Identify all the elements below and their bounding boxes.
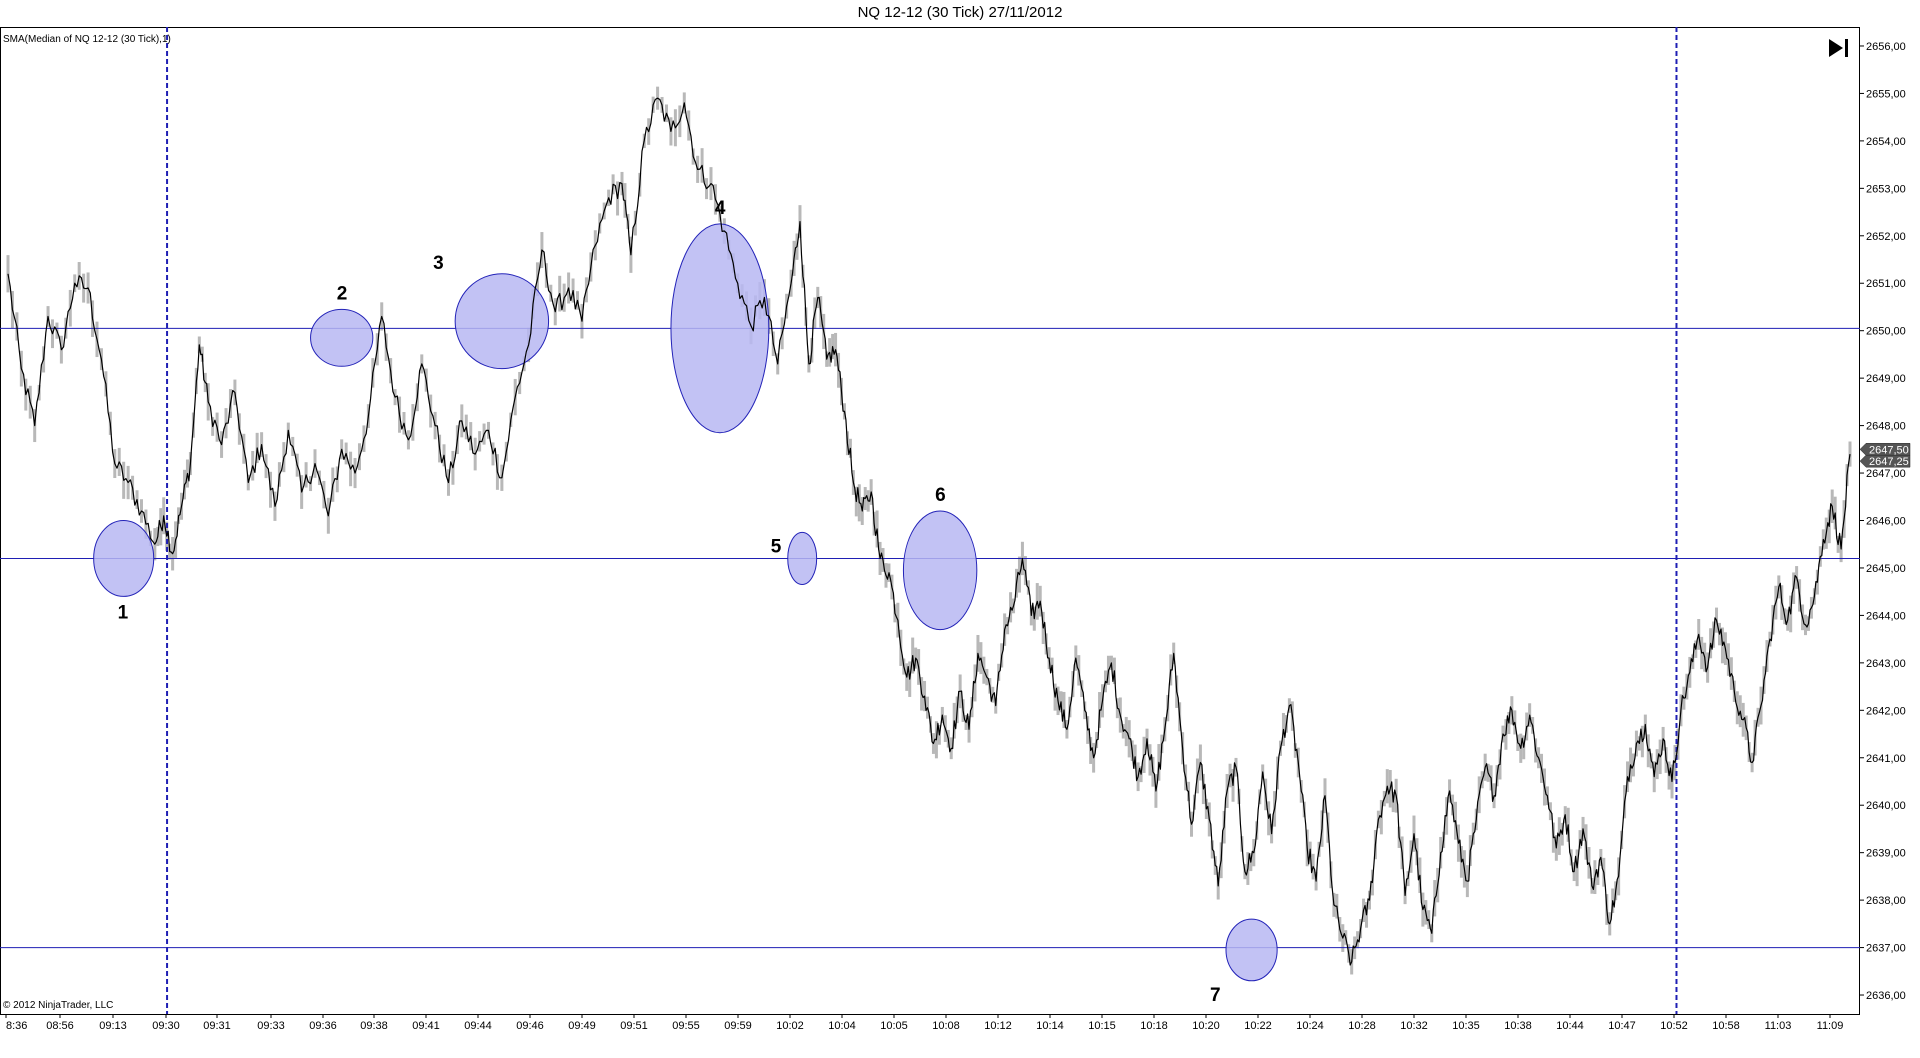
chart-title: NQ 12-12 (30 Tick) 27/11/2012 — [857, 4, 1063, 21]
y-tick-label: 2636,00 — [1866, 990, 1906, 1002]
x-tick-label: 10:14 — [1036, 1020, 1064, 1032]
y-tick-label: 2638,00 — [1866, 895, 1906, 907]
x-tick-label: 10:52 — [1660, 1020, 1688, 1032]
y-axis: 2636,00 2637,00 2638,00 2639,00 2640,00 2641,… — [1860, 41, 1906, 1002]
x-tick-label: 11:03 — [1765, 1020, 1792, 1032]
x-tick-label: 09:31 — [203, 1020, 231, 1032]
bar-shadow — [1848, 441, 1852, 467]
price-line-group — [7, 97, 1851, 966]
annotation-label-7: 7 — [1210, 985, 1221, 1006]
plot-frame — [0, 27, 1860, 1015]
annotation-label-1: 1 — [118, 602, 129, 623]
x-tick-label: 09:13 — [99, 1020, 127, 1032]
x-tick-label: 10:58 — [1712, 1020, 1740, 1032]
annotation-label-5: 5 — [771, 536, 782, 557]
x-tick-label: 09:30 — [152, 1020, 180, 1032]
y-tick-label: 2652,00 — [1866, 231, 1906, 243]
x-tick-label: 10:24 — [1296, 1020, 1324, 1032]
annotation-ellipse-7[interactable] — [1225, 918, 1278, 982]
annotation-ellipse-1[interactable] — [93, 520, 155, 597]
y-tick-label: 2647,00 — [1866, 468, 1906, 480]
x-axis: 8:36 08:56 09:13 09:30 09:31 09:33 09:36 09:38 0… — [5, 1014, 1844, 1032]
y-tick-label: 2643,00 — [1866, 658, 1906, 670]
y-tick-label: 2641,00 — [1866, 753, 1906, 765]
annotation-ellipse-6[interactable] — [902, 510, 978, 631]
x-tick-label: 09:46 — [516, 1020, 544, 1032]
x-tick-label: 8:36 — [6, 1020, 27, 1032]
x-tick-label: 09:44 — [464, 1020, 492, 1032]
x-tick-label: 10:28 — [1348, 1020, 1376, 1032]
x-tick-label: 09:33 — [257, 1020, 285, 1032]
x-tick-label: 10:20 — [1192, 1020, 1220, 1032]
x-tick-label: 10:47 — [1608, 1020, 1636, 1032]
annotation-label-2: 2 — [337, 283, 348, 304]
y-tick-label: 2642,00 — [1866, 705, 1906, 717]
x-tick-label: 09:55 — [672, 1020, 700, 1032]
x-tick-label: 10:38 — [1504, 1020, 1532, 1032]
price-marker — [1859, 443, 1911, 456]
bar-shadow — [6, 255, 10, 293]
y-tick-label: 2649,00 — [1866, 373, 1906, 385]
price-line — [7, 97, 1851, 966]
x-tick-label: 09:49 — [568, 1020, 596, 1032]
annotation-ellipse-2[interactable] — [310, 308, 374, 367]
y-tick-label: 2648,00 — [1866, 421, 1906, 433]
x-tick-label: 09:59 — [724, 1020, 752, 1032]
x-tick-label: 10:22 — [1244, 1020, 1272, 1032]
indicator-label: SMA(Median of NQ 12-12 (30 Tick),1) — [3, 34, 171, 45]
y-tick-label: 2656,00 — [1866, 41, 1906, 53]
y-tick-label: 2650,00 — [1866, 326, 1906, 338]
horizontal-lines — [0, 327, 1860, 949]
price-marker-label: 2647,25 — [1869, 456, 1909, 468]
y-tick-label: 2651,00 — [1866, 278, 1906, 290]
x-tick-label: 09:36 — [309, 1020, 337, 1032]
x-tick-label: 09:38 — [360, 1020, 388, 1032]
copyright-label: © 2012 NinjaTrader, LLC — [3, 1000, 113, 1011]
y-tick-label: 2639,00 — [1866, 848, 1906, 860]
annotation-ellipse-3[interactable] — [454, 273, 550, 370]
y-tick-label: 2646,00 — [1866, 516, 1906, 528]
price-marker — [1859, 454, 1911, 468]
y-tick-label: 2655,00 — [1866, 88, 1906, 100]
x-tick-label: 08:56 — [46, 1020, 74, 1032]
x-tick-label: 10:32 — [1400, 1020, 1428, 1032]
vertical-lines — [166, 27, 1678, 1014]
x-tick-label: 11:09 — [1817, 1020, 1844, 1032]
y-tick-label: 2654,00 — [1866, 136, 1906, 148]
annotation-ellipse-4[interactable] — [670, 223, 770, 434]
y-tick-label: 2644,00 — [1866, 610, 1906, 622]
x-tick-label: 10:02 — [776, 1020, 804, 1032]
annotation-label-3: 3 — [433, 253, 444, 274]
annotation-label-4: 4 — [715, 198, 726, 219]
y-tick-label: 2640,00 — [1866, 800, 1906, 812]
annotation-ellipse-5[interactable] — [787, 531, 818, 586]
skip-to-end-button[interactable] — [1826, 36, 1852, 60]
y-tick-label: 2637,00 — [1866, 943, 1906, 955]
x-tick-label: 09:51 — [620, 1020, 648, 1032]
annotations: 1 2 3 4 5 6 7 — [93, 198, 1278, 1006]
x-tick-label: 10:08 — [932, 1020, 960, 1032]
x-tick-label: 10:15 — [1088, 1020, 1116, 1032]
y-tick-label: 2653,00 — [1866, 183, 1906, 195]
skip-to-end-icon — [1829, 39, 1848, 57]
x-tick-label: 10:44 — [1556, 1020, 1584, 1032]
y-tick-label: 2645,00 — [1866, 563, 1906, 575]
annotation-label-6: 6 — [935, 485, 946, 506]
x-tick-label: 10:05 — [880, 1020, 908, 1032]
x-tick-label: 10:04 — [828, 1020, 856, 1032]
x-tick-label: 09:41 — [412, 1020, 440, 1032]
plot-border — [0, 27, 1860, 1015]
x-tick-label: 10:12 — [984, 1020, 1012, 1032]
x-tick-label: 10:35 — [1452, 1020, 1480, 1032]
price-marker-label: 2647,50 — [1869, 444, 1909, 456]
x-tick-label: 10:18 — [1140, 1020, 1168, 1032]
